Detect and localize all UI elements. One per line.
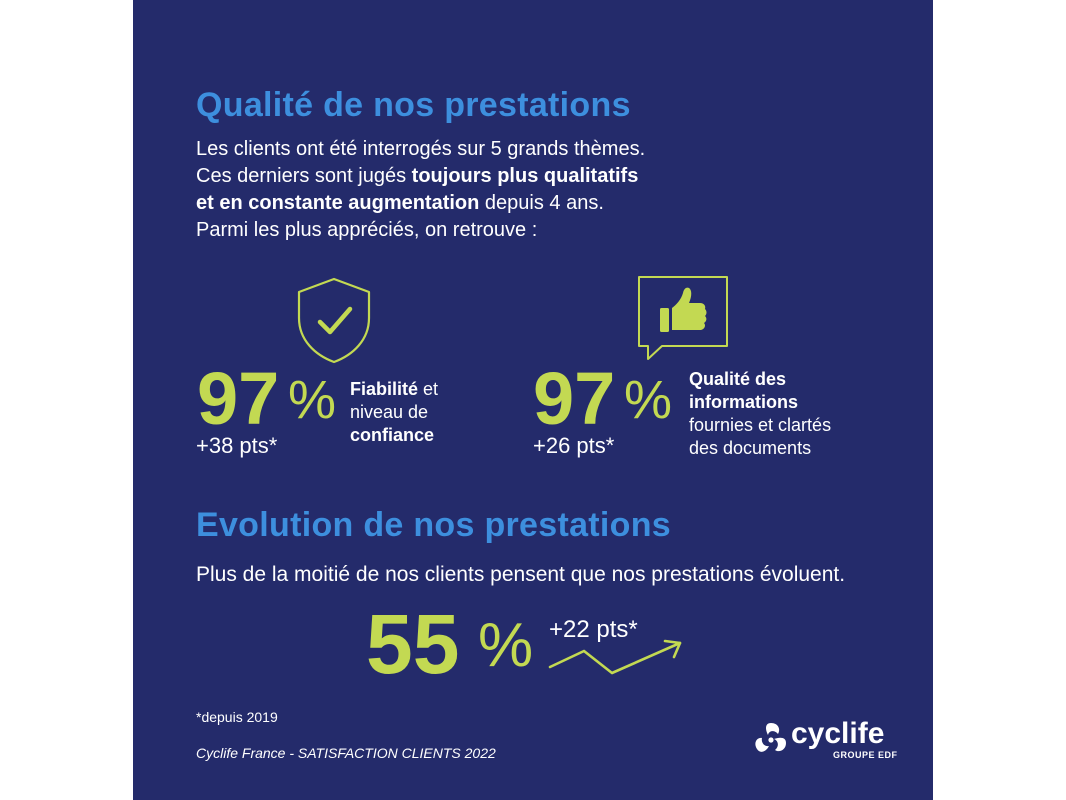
- evolution-text: Plus de la moitié de nos clients pensent…: [196, 563, 846, 586]
- trend-up-arrow-icon: [548, 639, 682, 675]
- intro-line-3: et en constante augmentation depuis 4 an…: [196, 190, 816, 217]
- label-text-et: et: [418, 379, 439, 399]
- intro-line-2-bold: toujours plus qualitatifs: [411, 165, 639, 187]
- section-title-evolution: Evolution de nos prestations: [196, 506, 672, 544]
- stat-reliability-value: 97: [197, 357, 280, 440]
- label-bold-confiance: confiance: [350, 425, 435, 445]
- intro-line-4: Parmi les plus appréciés, on retrouve :: [196, 219, 538, 241]
- infographic-panel: Qualité de nos prestations Les clients o…: [133, 0, 933, 800]
- stat-information-percent: %: [624, 370, 673, 430]
- footnote: *depuis 2019: [196, 709, 278, 725]
- brand-name: cyclife: [791, 717, 885, 750]
- stat-reliability-percent: %: [288, 370, 337, 430]
- shield-check-icon: [297, 277, 371, 364]
- label-text-documents: des documents: [689, 438, 812, 458]
- evolution-delta: +22 pts*: [549, 616, 638, 643]
- evolution-value: 55: [366, 597, 460, 691]
- stat-reliability-label: Fiabilité et niveau de confiance: [350, 378, 490, 447]
- intro-line-2-text: Ces derniers sont jugés: [196, 165, 412, 187]
- evolution-percent: %: [478, 611, 534, 680]
- source-credit: Cyclife France - SATISFACTION CLIENTS 20…: [196, 745, 496, 761]
- cyclife-swirl-icon: [755, 723, 786, 752]
- intro-paragraph: Les clients ont été interrogés sur 5 gra…: [196, 136, 816, 244]
- label-text-niveau: niveau de: [350, 402, 429, 422]
- section-title-quality: Qualité de nos prestations: [196, 86, 631, 124]
- intro-line-3-text: depuis 4 ans.: [479, 192, 604, 214]
- label-bold-fiabilite: Fiabilité: [350, 379, 419, 399]
- intro-line-2: Ces derniers sont jugés toujours plus qu…: [196, 163, 816, 190]
- stat-reliability-delta: +38 pts*: [196, 433, 278, 458]
- intro-line-1: Les clients ont été interrogés sur 5 gra…: [196, 138, 646, 160]
- brand-sub: GROUPE EDF: [833, 750, 898, 760]
- stat-information-label: Qualité des informations fournies et cla…: [689, 368, 889, 460]
- label-bold-informations: informations: [689, 392, 799, 412]
- cyclife-logo: cyclife GROUPE EDF: [751, 715, 901, 765]
- stat-information-value: 97: [533, 357, 616, 440]
- intro-line-3-bold: et en constante augmentation: [196, 192, 480, 214]
- label-bold-qualite: Qualité des: [689, 369, 787, 389]
- stat-information-delta: +26 pts*: [533, 433, 615, 458]
- label-text-fournies: fournies et clartés: [689, 415, 832, 435]
- thumbs-up-bubble-icon: [638, 276, 728, 360]
